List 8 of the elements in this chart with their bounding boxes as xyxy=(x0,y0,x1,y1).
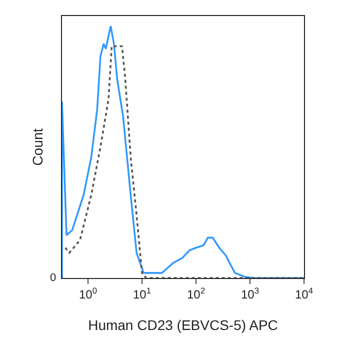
y-axis-title: Count xyxy=(30,128,46,166)
x-tick-label: 10$^{1}$ xyxy=(132,285,152,302)
text: 0 xyxy=(50,272,56,284)
x-axis-title: Human CD23 (EBVCS-5) APC xyxy=(88,317,278,333)
x-tick-label: 10$^{3}$ xyxy=(240,285,260,302)
x-tick-label: 10$^{4}$ xyxy=(294,285,314,302)
x-tick-label: 10$^{2}$ xyxy=(186,285,206,302)
x-tick-label: 10$^{0}$ xyxy=(78,285,98,302)
